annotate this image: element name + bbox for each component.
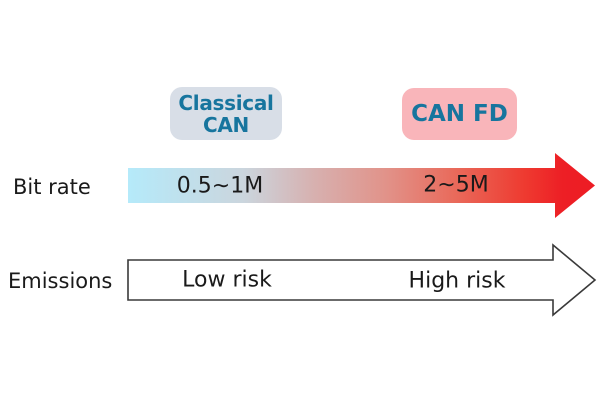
emissions-low-risk-value: Low risk [182, 267, 272, 293]
bitrate-high-range-value: 2∼5M [423, 172, 489, 198]
bitrate-gradient-arrow-icon [128, 153, 595, 218]
emissions-high-risk-value: High risk [408, 268, 506, 294]
classical-can-badge: Classical CAN [170, 87, 282, 140]
bitrate-row-label: Bit rate [13, 175, 91, 199]
can-fd-badge: CAN FD [402, 88, 517, 140]
bitrate-low-range-value: 0.5∼1M [176, 173, 264, 199]
classical-can-badge-line1: Classical [178, 90, 274, 115]
classical-can-badge-line2: CAN [203, 112, 249, 137]
can-fd-badge-label: CAN FD [411, 101, 508, 127]
emissions-row-label: Emissions [8, 269, 113, 293]
emissions-outline-arrow-icon [127, 243, 597, 317]
